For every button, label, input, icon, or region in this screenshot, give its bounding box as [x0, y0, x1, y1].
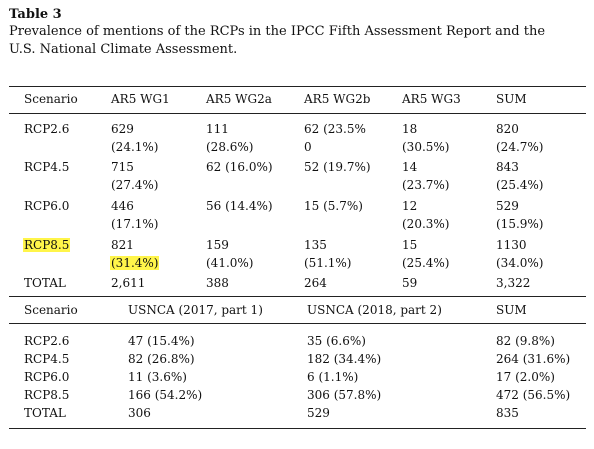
ar5-cell: 56 (14.4%)	[206, 199, 273, 213]
highlight-mark: RCP8.5	[23, 238, 71, 252]
ar5-cell: 135	[304, 238, 327, 252]
ar5-cell: (20.3%)	[402, 217, 450, 231]
usnca-scenario: RCP6.0	[24, 370, 70, 384]
usnca-cell: 11 (3.6%)	[128, 370, 187, 384]
ar5-cell: (30.5%)	[402, 140, 450, 154]
table-bottom-rule	[9, 428, 586, 429]
ar5-cell: 629	[111, 122, 134, 136]
caption-line: U.S. National Climate Assessment.	[9, 42, 238, 57]
usnca-cell: 47 (15.4%)	[128, 334, 195, 348]
ar5-cell: (51.1%)	[304, 256, 352, 270]
usnca-cell: 306	[128, 406, 151, 420]
ar5-cell: 715	[111, 160, 134, 174]
ar5-cell: 264	[304, 276, 327, 290]
ar5-header-wg2a: AR5 WG2a	[206, 92, 272, 106]
ar5-cell: 15	[402, 238, 418, 252]
usnca-cell: 82 (26.8%)	[128, 352, 195, 366]
section-divider-rule	[9, 296, 586, 297]
usnca-cell: 306 (57.8%)	[307, 388, 382, 402]
ar5-cell: 18	[402, 122, 418, 136]
usnca-cell: 166 (54.2%)	[128, 388, 203, 402]
ar5-header-wg3: AR5 WG3	[402, 92, 461, 106]
ar5-cell: 821	[111, 238, 134, 252]
usnca-header-rule	[9, 323, 586, 324]
usnca-header-2017: USNCA (2017, part 1)	[128, 303, 263, 317]
ar5-cell: (28.6%)	[206, 140, 254, 154]
ar5-cell: (34.0%)	[496, 256, 544, 270]
ar5-scenario-rcp26: RCP2.6	[24, 122, 70, 136]
ar5-cell: (27.4%)	[111, 178, 159, 192]
ar5-cell: 2,611	[111, 276, 146, 290]
table-title: Table 3	[9, 7, 62, 22]
ar5-cell: 843	[496, 160, 519, 174]
usnca-header-scenario: Scenario	[24, 303, 78, 317]
usnca-cell: 35 (6.6%)	[307, 334, 366, 348]
ar5-cell: 52 (19.7%)	[304, 160, 371, 174]
usnca-scenario: RCP2.6	[24, 334, 70, 348]
usnca-header-2018: USNCA (2018, part 2)	[307, 303, 442, 317]
ar5-cell: 1130	[496, 238, 527, 252]
ar5-cell: 62 (16.0%)	[206, 160, 273, 174]
ar5-cell: (24.1%)	[111, 140, 159, 154]
ar5-cell: 111	[206, 122, 229, 136]
usnca-cell: 182 (34.4%)	[307, 352, 382, 366]
usnca-cell: 17 (2.0%)	[496, 370, 555, 384]
ar5-header-rule	[9, 113, 586, 114]
ar5-cell: 3,322	[496, 276, 531, 290]
highlight-mark: (31.4%)	[110, 256, 160, 270]
usnca-header-sum: SUM	[496, 303, 527, 317]
usnca-cell: 264 (31.6%)	[496, 352, 571, 366]
ar5-cell: (41.0%)	[206, 256, 254, 270]
ar5-cell: 159	[206, 238, 229, 252]
table-caption: Prevalence of mentions of the RCPs in th…	[9, 23, 589, 59]
ar5-cell: (17.1%)	[111, 217, 159, 231]
ar5-header-scenario: Scenario	[24, 92, 78, 106]
ar5-cell: 529	[496, 199, 519, 213]
ar5-header-sum: SUM	[496, 92, 527, 106]
ar5-scenario-rcp60: RCP6.0	[24, 199, 70, 213]
usnca-scenario: TOTAL	[24, 406, 66, 420]
usnca-scenario: RCP4.5	[24, 352, 70, 366]
caption-line: Prevalence of mentions of the RCPs in th…	[9, 24, 546, 39]
usnca-cell: 835	[496, 406, 519, 420]
ar5-scenario-total: TOTAL	[24, 276, 66, 290]
ar5-cell: 12	[402, 199, 418, 213]
ar5-cell: (15.9%)	[496, 217, 544, 231]
ar5-scenario-rcp85: RCP8.5	[23, 237, 71, 254]
ar5-cell: (25.4%)	[496, 178, 544, 192]
ar5-cell: 388	[206, 276, 229, 290]
ar5-cell: 15 (5.7%)	[304, 199, 363, 213]
ar5-header-wg2b: AR5 WG2b	[304, 92, 371, 106]
usnca-cell: 82 (9.8%)	[496, 334, 555, 348]
usnca-cell: 529	[307, 406, 330, 420]
usnca-cell: 6 (1.1%)	[307, 370, 359, 384]
ar5-cell: 0	[304, 140, 312, 154]
ar5-cell: 446	[111, 199, 134, 213]
ar5-cell: (23.7%)	[402, 178, 450, 192]
ar5-cell: 59	[402, 276, 418, 290]
usnca-scenario: RCP8.5	[24, 388, 70, 402]
ar5-cell: 62 (23.5%	[304, 122, 366, 136]
ar5-cell: (25.4%)	[402, 256, 450, 270]
table-top-rule	[9, 86, 586, 87]
usnca-cell: 472 (56.5%)	[496, 388, 571, 402]
ar5-scenario-rcp45: RCP4.5	[24, 160, 70, 174]
ar5-cell: 14	[402, 160, 418, 174]
ar5-header-wg1: AR5 WG1	[111, 92, 170, 106]
ar5-cell: 820	[496, 122, 519, 136]
ar5-cell: (24.7%)	[496, 140, 544, 154]
ar5-cell-highlighted: (31.4%)	[110, 255, 160, 272]
